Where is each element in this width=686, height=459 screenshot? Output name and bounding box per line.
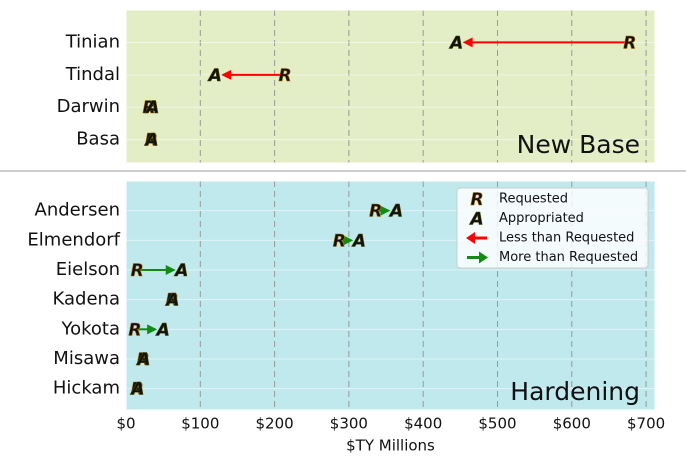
marker: R: [278, 66, 291, 86]
marker: A: [351, 231, 366, 251]
x-tick-label: $700: [627, 415, 665, 433]
marker: A: [144, 98, 159, 118]
marker: R: [623, 33, 636, 53]
marker: R: [145, 131, 158, 151]
y-tick-label: Darwin: [57, 96, 120, 117]
marker: R: [131, 380, 144, 400]
marker: R: [333, 231, 346, 251]
y-tick-label: Andersen: [35, 200, 120, 221]
panel-background: [126, 10, 655, 163]
y-tick-label: Kadena: [53, 289, 120, 310]
marker: R: [369, 202, 382, 222]
arrow-head: [221, 69, 232, 80]
arrow-head: [343, 235, 354, 246]
x-tick-label: $0: [116, 415, 135, 433]
x-axis-label: $TY Millions: [346, 437, 435, 455]
x-tick-label: $200: [256, 415, 294, 433]
legend-label: Appropriated: [499, 211, 584, 226]
marker: A: [135, 350, 150, 370]
legend-arrow-head: [466, 232, 475, 244]
legend-label: Requested: [499, 192, 568, 207]
marker: A: [448, 33, 463, 53]
marker: R: [142, 98, 155, 118]
marker: A: [155, 320, 170, 340]
panel-label: New Base: [517, 130, 640, 159]
y-tick-label: Yokota: [61, 318, 121, 339]
marker: R: [131, 261, 144, 281]
marker: R: [166, 291, 179, 311]
y-tick-label: Tindal: [65, 64, 120, 85]
marker: A: [129, 380, 144, 400]
x-tick-label: $300: [330, 415, 368, 433]
arrow-head: [380, 205, 391, 216]
legend-label: More than Requested: [499, 250, 638, 265]
marker: A: [388, 202, 403, 222]
legend-marker: A: [468, 210, 483, 230]
panel-frame: [125, 180, 656, 411]
marker: R: [137, 350, 150, 370]
panel-frame: [125, 9, 656, 164]
marker: R: [128, 320, 141, 340]
y-tick-label: Elmendorf: [27, 229, 120, 250]
x-tick-label: $100: [181, 415, 219, 433]
marker: A: [164, 291, 179, 311]
panel-label: Hardening: [510, 377, 640, 406]
y-tick-label: Hickam: [53, 378, 120, 399]
y-tick-label: Tinian: [65, 31, 120, 52]
x-tick-label: $400: [404, 415, 442, 433]
arrow-head: [462, 37, 473, 48]
x-tick-label: $600: [553, 415, 591, 433]
arrow-head: [165, 264, 176, 275]
y-tick-label: Misawa: [53, 348, 120, 369]
arrow-head: [147, 324, 158, 335]
legend-box: [456, 187, 649, 269]
marker: A: [143, 131, 158, 151]
legend-marker: R: [470, 190, 483, 210]
marker: A: [207, 66, 222, 86]
y-tick-label: Basa: [76, 129, 120, 150]
x-tick-label: $500: [478, 415, 516, 433]
legend-arrow-head: [479, 251, 488, 264]
y-tick-label: Eielson: [56, 259, 120, 280]
marker: A: [173, 261, 188, 281]
legend-label: Less than Requested: [499, 231, 634, 246]
